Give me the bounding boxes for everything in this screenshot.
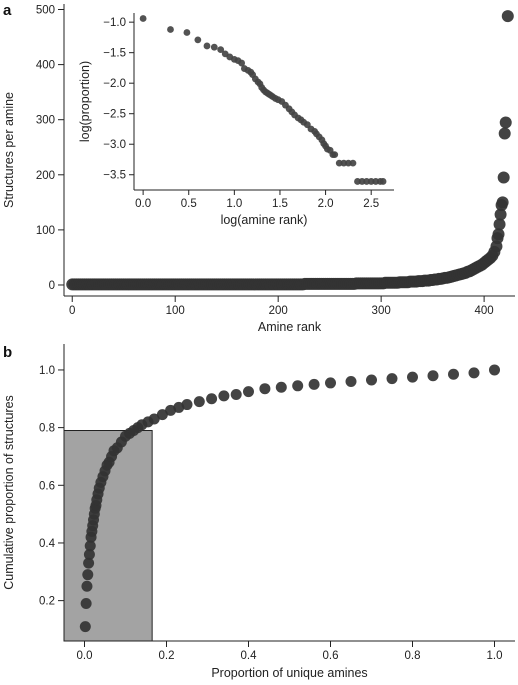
panel-b-data-point [427, 370, 439, 382]
inset-y-tick-label: −2.5 [103, 109, 126, 121]
panel-b-data-point [448, 368, 459, 380]
panel-b-data-point [230, 388, 242, 400]
panel-b-data-point [325, 377, 336, 389]
panel-a-y-tick-label: 0 [49, 280, 55, 292]
panel-b-letter: b [3, 344, 12, 361]
panel-a-data-point [492, 228, 505, 241]
panel-a-plot: 0 100 200 300 400 0 100 200 300 400 500 Amine rank S… [2, 4, 515, 334]
panel-b-data-point [275, 381, 287, 393]
panel-b-data-point [148, 413, 160, 425]
panel-a-y-tick-label: 300 [36, 115, 55, 127]
inset-x-axis-label: log(amine rank) [221, 213, 308, 227]
panel-a-y-tick-label: 200 [36, 170, 55, 182]
inset-x-tick-label: 1.0 [226, 198, 242, 210]
inset-data-point [210, 43, 218, 51]
panel-b-x-tick-label: 0.8 [405, 650, 421, 662]
inset-x-tick-label: 2.5 [363, 198, 379, 210]
panel-a-y-axis-label: Structures per amine [2, 92, 16, 208]
panel-b-data-point [259, 383, 271, 395]
inset-data-point [194, 36, 202, 44]
panel-b-data-point [468, 367, 480, 379]
inset-data-point [379, 178, 387, 185]
panel-a-data-point [498, 127, 511, 140]
inset-x-tick-label: 2.0 [318, 198, 334, 210]
panel-a-letter: a [3, 2, 12, 19]
panel-a-data-point [501, 10, 514, 23]
inset-data-point [238, 59, 246, 67]
panel-a-x-axis-label: Amine rank [258, 320, 322, 334]
panel-b-data-point [156, 409, 168, 421]
inset-x-tick-label: 0.5 [181, 198, 197, 210]
inset-data-point [183, 29, 191, 36]
panel-b-data-point [84, 540, 96, 552]
panel-a-x-tick-label: 100 [166, 305, 185, 317]
inset-x-tick-label: 1.5 [272, 198, 288, 210]
panel-b-data-point [83, 548, 95, 560]
panel-a-inset-plot: 0.0 0.5 1.0 1.5 2.0 2.5 −1.0 −1.5 −2.0 −2.5 −3.0 −3… [76, 9, 398, 227]
panel-b-data-point [79, 621, 91, 633]
panel-b-y-tick-label: 1.0 [39, 365, 55, 377]
panel-b-data-point [218, 390, 230, 402]
panel-a-x-tick-label: 0 [69, 305, 75, 317]
inset-data-point [349, 159, 357, 167]
inset-y-tick-label: −2.0 [103, 78, 126, 90]
panel-a-x-tick-label: 200 [269, 305, 288, 317]
panel-b-data-point [308, 378, 320, 390]
inset-y-tick-label: −1.5 [103, 48, 126, 60]
panel-b-data-point [82, 569, 94, 581]
panel-b-data-point [80, 598, 92, 610]
panel-b-data-point [83, 557, 95, 569]
panel-a-y-tick-label: 500 [36, 5, 55, 17]
panel-b-data-point [206, 393, 218, 405]
panel-a-data-point [494, 208, 507, 221]
panel-b-x-tick-label: 1.0 [487, 650, 503, 662]
panel-b-y-axis-label: Cumulative proportion of structures [2, 395, 16, 590]
panel-a-y-tick-label: 100 [36, 225, 55, 237]
inset-x-tick-label: 0.0 [135, 198, 151, 210]
panel-b-x-tick-label: 0.0 [77, 650, 93, 662]
panel-a-data-point [496, 196, 509, 209]
panel-b-data-point [81, 580, 93, 592]
panel-b-x-axis-label: Proportion of unique amines [211, 666, 367, 680]
panel-b-x-tick-label: 0.2 [159, 650, 175, 662]
panel-b-x-tick-label: 0.6 [323, 650, 339, 662]
panel-b-data-point [292, 380, 304, 392]
inset-data-point [217, 46, 225, 54]
inset-y-tick-label: −3.0 [103, 139, 126, 151]
panel-a-data-point [493, 218, 506, 231]
panel-b-y-tick-label: 0.6 [39, 480, 55, 492]
panel-a-data-point [497, 171, 510, 184]
panel-a-data-point [499, 116, 512, 129]
panel-b-data-point [366, 374, 377, 386]
panel-b-data-point [489, 364, 500, 376]
panel-b-data-point [243, 386, 254, 398]
panel-b-y-tick-label: 0.2 [39, 596, 55, 608]
panel-a-x-tick-label: 400 [475, 305, 494, 317]
panel-b-data-point [345, 375, 357, 387]
panel-b-y-tick-label: 0.4 [39, 538, 56, 550]
inset-data-point [331, 151, 339, 159]
panel-b-data-point [181, 399, 193, 411]
panel-b-data-point [407, 371, 418, 383]
panel-b-y-tick-label: 0.8 [39, 423, 55, 435]
inset-data-point [139, 15, 147, 22]
inset-y-tick-label: −3.5 [103, 170, 126, 182]
panel-a-x-tick-label: 300 [372, 305, 391, 317]
panel-b-plot: 0.0 0.2 0.4 0.6 0.8 1.0 0.2 0.4 0.6 0.8 1.0 Proport… [2, 344, 515, 680]
panel-b-data-point [193, 396, 205, 408]
panel-b-data-point [386, 373, 398, 385]
inset-data-point [203, 42, 211, 50]
inset-y-tick-label: −1.0 [103, 17, 126, 29]
inset-data-point [167, 26, 174, 33]
panel-a-y-tick-label: 400 [36, 60, 55, 72]
inset-y-axis-label: log(proportion) [78, 61, 92, 142]
panel-b-x-tick-label: 0.4 [241, 650, 258, 662]
